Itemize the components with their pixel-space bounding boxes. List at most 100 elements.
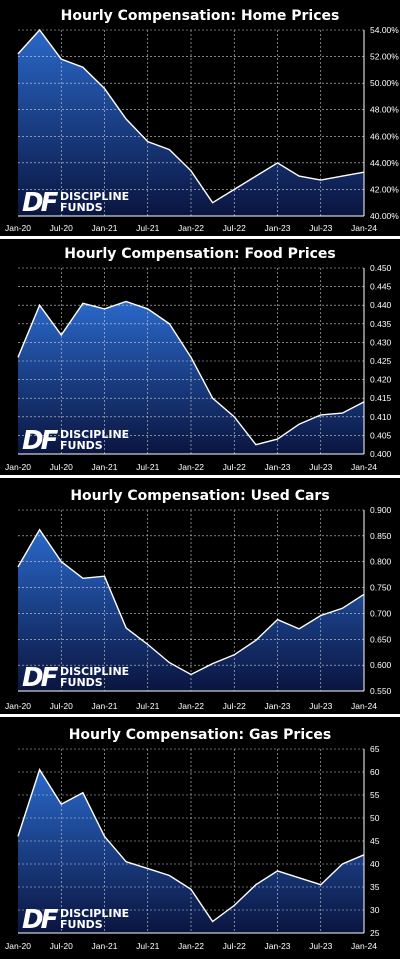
chart-panel-home-prices: Hourly Compensation: Home Prices 40.00% 42… [0,0,400,236]
x-tick-label: Jan-24 [351,462,377,472]
x-tick-label: Jan-23 [265,701,291,711]
x-tick-label: Jul-20 [50,462,73,472]
y-tick-label: 65 [370,744,380,754]
chart-title: Hourly Compensation: Gas Prices [69,727,332,743]
y-tick-label: 0.450 [370,263,392,273]
logo-line-2: FUNDS [60,918,103,931]
chart-panel-used-cars: Hourly Compensation: Used Cars 0.550 0.600… [0,478,400,714]
x-tick-label: Jan-21 [92,701,118,711]
x-tick-label: Jan-22 [178,223,204,233]
y-tick-label: 0.850 [370,531,392,541]
x-tick-label: Jan-20 [5,462,31,472]
y-tick-label: 0.900 [370,505,392,515]
x-tick-label: Jan-20 [5,223,31,233]
x-tick-label: Jul-22 [223,223,246,233]
logo-line-1: DISCIPLINE [60,907,129,920]
y-tick-label: 0.650 [370,634,392,644]
x-tick-label: Jan-22 [178,701,204,711]
y-tick-label: 0.400 [370,449,392,459]
y-tick-label: 0.550 [370,686,392,696]
y-tick-label: 0.410 [370,412,392,422]
y-tick-label: 50.00% [370,78,399,88]
x-tick-label: Jan-24 [351,701,377,711]
chart-panel-food-prices: Hourly Compensation: Food Prices 0.400 0.4… [0,239,400,475]
y-tick-label: 60 [370,767,380,777]
x-tick-label: Jan-23 [265,941,291,951]
x-tick-label: Jul-20 [50,941,73,951]
y-tick-label: 42.00% [370,184,399,194]
x-tick-label: Jul-23 [309,941,332,951]
y-tick-label: 0.420 [370,375,392,385]
y-tick-label: 30 [370,905,380,915]
gas-prices-chart: Hourly Compensation: Gas Prices 25 30 35 40 4… [5,727,380,951]
x-tick-label: Jul-21 [136,701,159,711]
x-tick-label: Jul-20 [50,701,73,711]
x-tick-label: Jul-22 [223,462,246,472]
x-tick-label: Jul-22 [223,941,246,951]
y-tick-label: 45 [370,836,380,846]
y-tick-label: 0.435 [370,319,392,329]
y-tick-label: 52.00% [370,52,399,62]
logo-line-1: DISCIPLINE [60,190,129,203]
y-tick-label: 50 [370,813,380,823]
x-tick-label: Jul-23 [309,462,332,472]
y-tick-label: 0.425 [370,356,392,366]
logo-line-1: DISCIPLINE [60,428,129,441]
food-prices-chart: Hourly Compensation: Food Prices 0.400 0.4… [5,246,392,472]
y-tick-label: 40.00% [370,211,399,221]
x-tick-label: Jul-20 [50,223,73,233]
y-tick-label: 0.440 [370,300,392,310]
y-tick-label: 35 [370,882,380,892]
x-tick-label: Jan-23 [265,462,291,472]
y-tick-label: 44.00% [370,158,399,168]
y-tick-label: 54.00% [370,25,399,35]
x-tick-label: Jan-20 [5,941,31,951]
x-tick-label: Jul-21 [136,941,159,951]
x-tick-label: Jul-21 [136,462,159,472]
x-tick-label: Jul-22 [223,701,246,711]
logo-mark: DF [22,188,59,218]
y-tick-label: 40 [370,859,380,869]
x-tick-label: Jul-21 [136,223,159,233]
x-tick-label: Jul-23 [309,701,332,711]
x-tick-label: Jan-24 [351,223,377,233]
y-tick-label: 55 [370,790,380,800]
x-tick-label: Jan-20 [5,701,31,711]
logo-mark: DF [22,426,59,456]
y-tick-label: 0.415 [370,393,392,403]
logo-line-1: DISCIPLINE [60,665,129,678]
logo-mark: DF [22,905,59,935]
y-tick-label: 0.700 [370,608,392,618]
chart-title: Hourly Compensation: Food Prices [64,246,336,262]
y-tick-label: 0.800 [370,557,392,567]
y-tick-label: 0.405 [370,430,392,440]
x-tick-label: Jan-24 [351,941,377,951]
x-tick-label: Jul-23 [309,223,332,233]
x-tick-label: Jan-22 [178,462,204,472]
home-prices-chart: Hourly Compensation: Home Prices 40.00% 42… [5,8,399,233]
area-fill [18,30,364,216]
x-tick-label: Jan-22 [178,941,204,951]
chart-title: Hourly Compensation: Home Prices [61,8,340,24]
y-tick-label: 0.750 [370,583,392,593]
chart-title: Hourly Compensation: Used Cars [70,488,329,504]
area-fill [18,769,364,933]
used-cars-chart: Hourly Compensation: Used Cars 0.550 0.600… [5,488,392,711]
y-tick-label: 25 [370,928,380,938]
y-tick-label: 48.00% [370,105,399,115]
x-tick-label: Jan-23 [265,223,291,233]
y-tick-label: 0.600 [370,660,392,670]
y-tick-label: 46.00% [370,131,399,141]
x-tick-label: Jan-21 [92,462,118,472]
y-tick-label: 0.445 [370,282,392,292]
x-tick-label: Jan-21 [92,941,118,951]
y-tick-label: 0.430 [370,337,392,347]
chart-panel-gas-prices: Hourly Compensation: Gas Prices 25 30 35 40 4… [0,717,400,959]
logo-mark: DF [22,663,59,693]
logo-line-2: FUNDS [60,439,103,452]
x-tick-label: Jan-21 [92,223,118,233]
